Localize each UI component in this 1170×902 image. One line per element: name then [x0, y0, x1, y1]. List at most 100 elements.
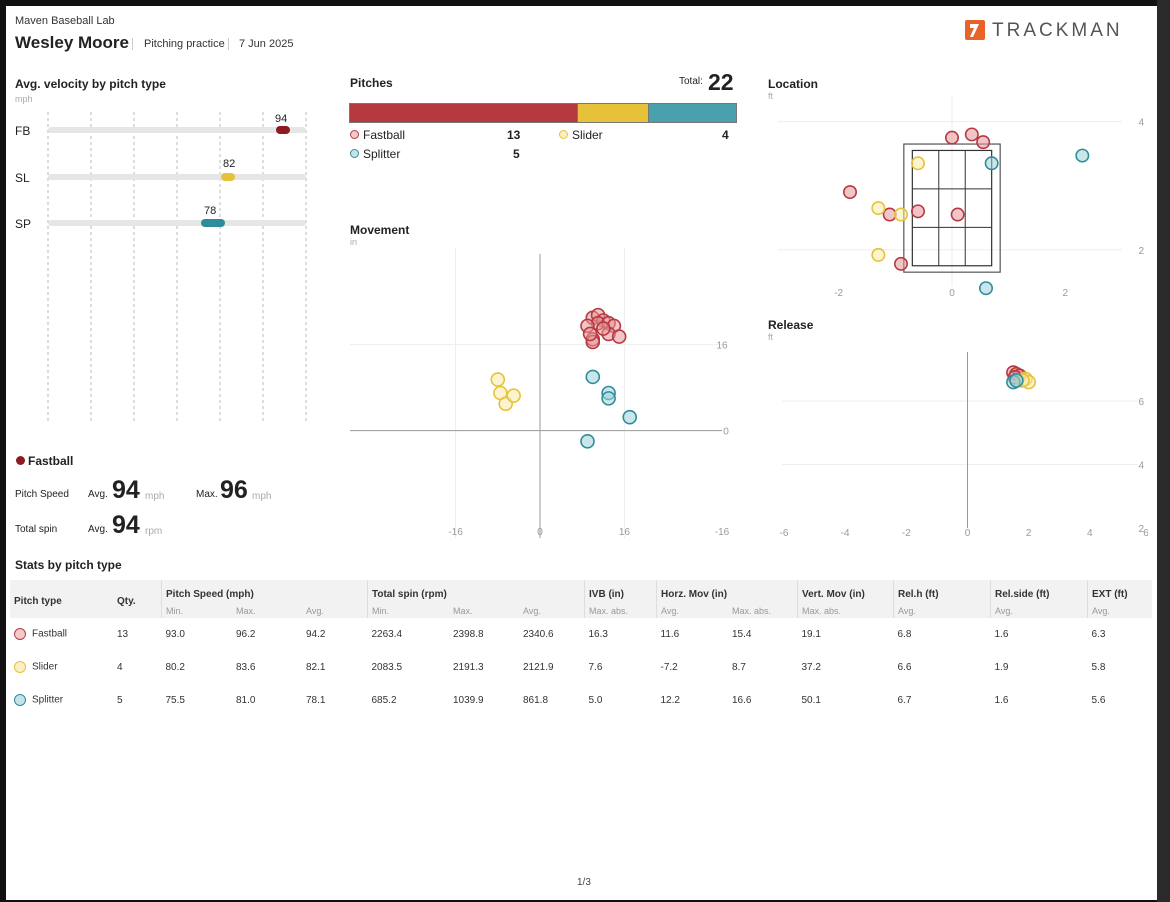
- splitter-point: [979, 281, 994, 296]
- summary-speed-max: 96: [220, 476, 248, 504]
- summary-speed-avg: 94: [112, 476, 140, 504]
- splitter-point: [601, 391, 616, 406]
- location-unit: ft: [768, 91, 774, 101]
- cell-s-min: 75.5: [165, 694, 185, 706]
- trackman-logo-icon: [965, 20, 985, 40]
- legend-splitter-icon: [350, 149, 359, 158]
- velocity-value-fb: 94: [275, 113, 288, 125]
- velocity-track-fb: [48, 127, 306, 133]
- velocity-value-sl: 82: [223, 158, 236, 170]
- page-number: 1/3: [577, 877, 591, 888]
- movement-chart: -16 0 16 -16 16 0: [350, 248, 730, 538]
- table-row: Fastball 13 93.0 96.2 94.2 2263.4 2398.8 2340.6…: [10, 618, 1152, 651]
- player-name: Wesley Moore: [15, 33, 130, 52]
- cell-relside: 1.6: [994, 628, 1009, 640]
- release-title: Release: [768, 318, 814, 332]
- cell-h-max: 16.6: [732, 694, 752, 706]
- summary-pitch-name: Fastball: [28, 454, 74, 468]
- fastball-point: [582, 326, 598, 342]
- velocity-row-label-sl: SL: [15, 171, 30, 185]
- x-tick-label: -2: [902, 528, 911, 539]
- fastball-dot-icon: [16, 456, 25, 465]
- splitter-point: [585, 369, 601, 385]
- cell-qty: 13: [117, 628, 129, 640]
- cell-sp-min: 685.2: [371, 694, 397, 706]
- cell-s-min: 80.2: [165, 661, 185, 673]
- summary-avg-label: Avg.: [88, 489, 108, 500]
- cell-ivb: 5.0: [588, 694, 603, 706]
- location-chart: -2 0 2 4 2: [778, 96, 1144, 299]
- cell-sp-avg: 2340.6: [523, 628, 554, 640]
- summary-spin-unit: rpm: [145, 526, 163, 537]
- logo-text: TRACKMAN: [992, 20, 1123, 41]
- pitches-total-label: Total:: [679, 76, 703, 87]
- velocity-chart: [47, 112, 307, 424]
- cell-h-max: 8.7: [732, 661, 746, 673]
- sub-min: Min.: [367, 604, 449, 618]
- sub-avg: Avg.: [519, 604, 585, 618]
- legend-slider-label: Slider: [572, 128, 603, 142]
- col-relside: Rel.side (ft): [990, 580, 1088, 604]
- cell-relh: 6.6: [897, 661, 912, 673]
- bar-segment-splitter: [647, 104, 736, 122]
- movement-title: Movement: [350, 223, 410, 237]
- x-tick-label: -16: [448, 527, 463, 538]
- x-tick-label: -16: [715, 527, 730, 538]
- trackman-logo: TRACKMAN: [964, 19, 1150, 41]
- x-tick-label: -4: [841, 528, 850, 539]
- fastball-dot-icon: [14, 628, 26, 640]
- y-tick-label: 6: [1138, 397, 1144, 408]
- slider-point: [506, 388, 521, 403]
- slider-point: [894, 207, 909, 222]
- fastball-point: [894, 256, 909, 271]
- splitter-point: [984, 156, 999, 171]
- fastball-point: [911, 204, 926, 219]
- release-chart: -6 -4 -2 0 2 4 6 6 4 2: [780, 352, 1148, 539]
- splitter-point: [622, 409, 638, 425]
- cell-ext: 5.6: [1091, 694, 1106, 706]
- cell-relh: 6.8: [897, 628, 912, 640]
- slider-dot-icon: [14, 661, 26, 673]
- sub-maxabs: Max. abs.: [797, 604, 894, 618]
- velocity-track-sl: [48, 174, 306, 180]
- y-tick-label: 4: [1138, 118, 1144, 129]
- legend-slider-icon: [559, 130, 568, 139]
- pitch-name: Fastball: [32, 628, 68, 640]
- cell-sp-min: 2083.5: [371, 661, 403, 673]
- legend-splitter-count: 5: [513, 147, 520, 161]
- sub-max: Max.: [449, 604, 519, 618]
- fastball-point: [596, 321, 611, 336]
- velocity-row-label-fb: FB: [15, 124, 31, 138]
- x-tick-label: 6: [1143, 528, 1148, 539]
- x-tick-label: 2: [1063, 288, 1069, 299]
- legend-splitter-label: Splitter: [363, 147, 401, 161]
- x-tick-label: -6: [780, 528, 789, 539]
- velocity-unit: mph: [15, 94, 33, 104]
- y-tick-label: 2: [1138, 524, 1144, 535]
- cell-sp-avg: 2121.9: [523, 661, 554, 673]
- col-speed: Pitch Speed (mph): [161, 580, 368, 604]
- summary-spin-label: Total spin: [15, 524, 58, 535]
- header-divider: [228, 38, 229, 50]
- legend-fastball-count: 13: [507, 128, 521, 142]
- y-tick-label: 16: [716, 341, 728, 352]
- cell-ivb: 7.6: [588, 661, 603, 673]
- fastball-point: [950, 207, 965, 222]
- y-tick-label: 0: [723, 427, 729, 438]
- pitch-name: Splitter: [32, 694, 64, 706]
- window-edge: [1157, 0, 1170, 902]
- cell-vert: 50.1: [801, 694, 821, 706]
- x-tick-label: 0: [949, 288, 955, 299]
- fastball-point: [611, 329, 627, 344]
- summary-spin-avg-label: Avg.: [88, 524, 108, 535]
- cell-h-avg: -7.2: [660, 661, 678, 673]
- x-tick-label: 0: [537, 527, 543, 538]
- stats-table: Pitch type Qty. Pitch Speed (mph) Total …: [10, 580, 1152, 717]
- splitter-point: [580, 434, 595, 449]
- slider-point: [871, 201, 886, 216]
- header-divider: [132, 38, 133, 50]
- col-qty: Qty.: [113, 580, 162, 618]
- fastball-point: [945, 130, 960, 145]
- cell-s-avg: 82.1: [306, 661, 326, 673]
- fastball-point: [976, 135, 991, 150]
